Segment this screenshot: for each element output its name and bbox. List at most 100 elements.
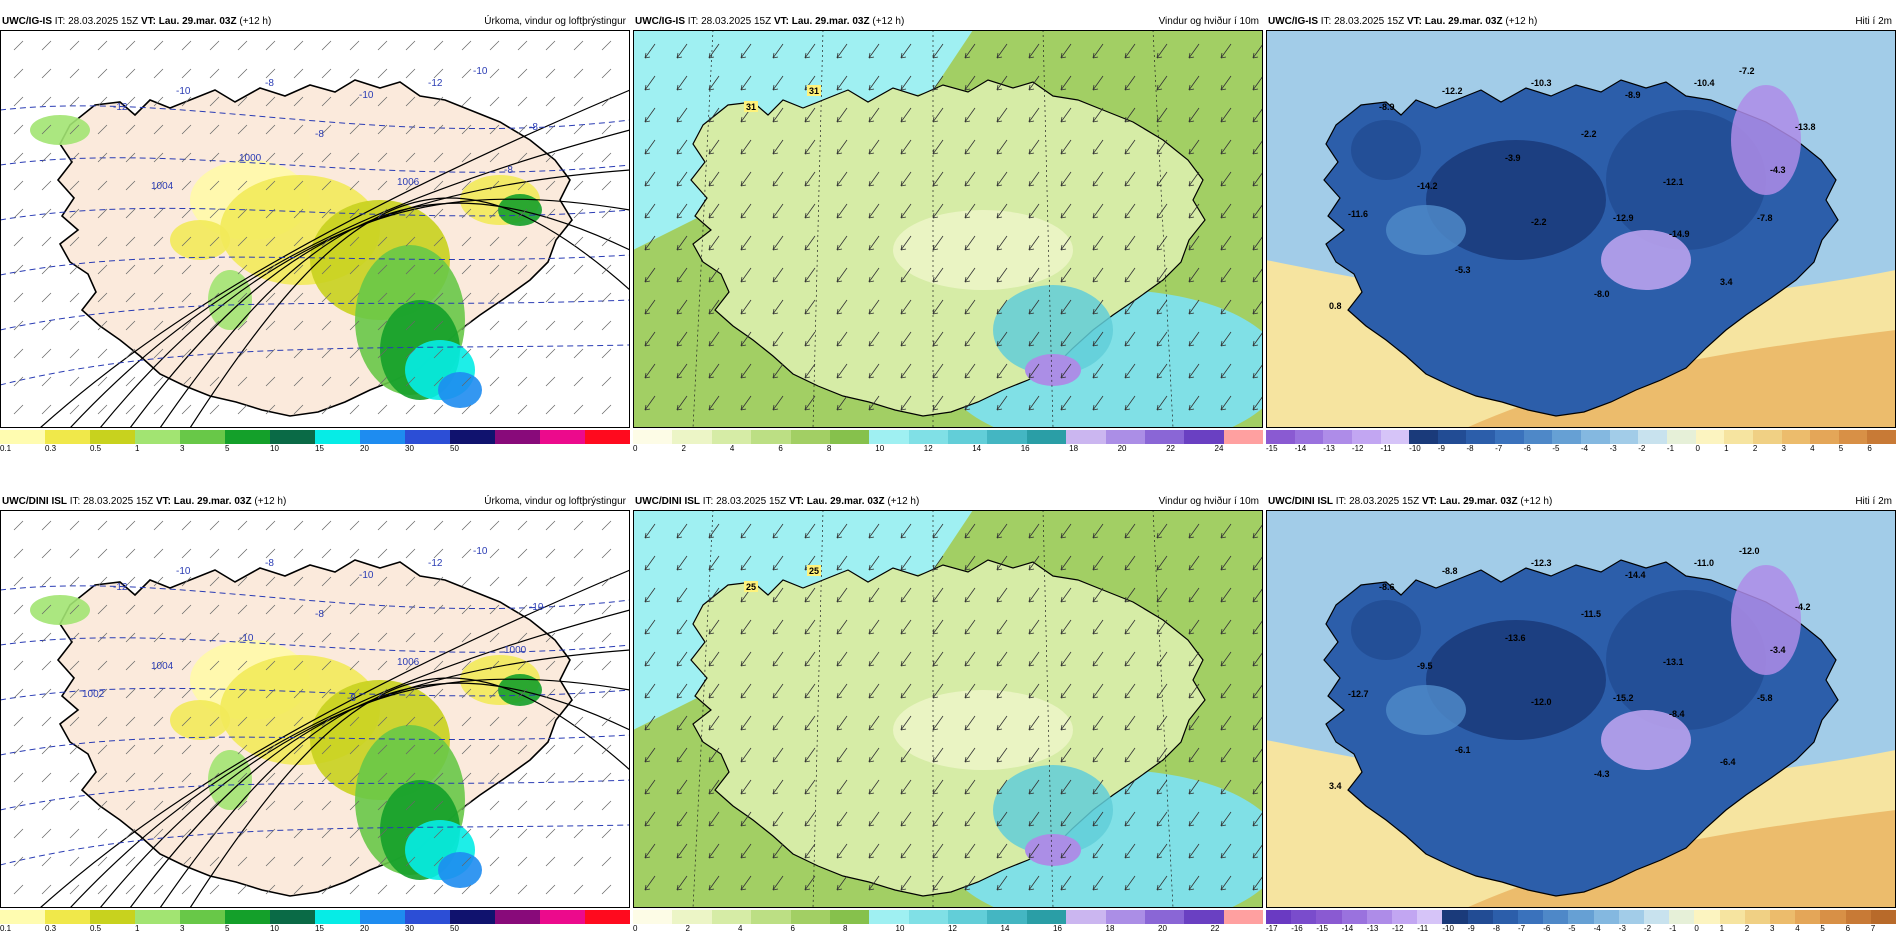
wind-barb xyxy=(181,376,192,387)
wind-arrow xyxy=(1156,875,1168,891)
map-view[interactable]: -12 -10 -8 -10 -12 -10 -10 -8 -10 1004 1006 1000 100… xyxy=(0,510,630,908)
map-value-label: 1006 xyxy=(397,657,420,668)
colorbar-tick-label: 0.1 xyxy=(0,444,12,453)
map-view[interactable]: -8.9 -12.2 -10.3 -8.9 -10.4 -7.2 -13.8 -2.2 -3.9… xyxy=(1266,30,1896,428)
wind-barb xyxy=(405,348,416,359)
wind-arrow xyxy=(740,75,752,91)
map-value-label: -14.4 xyxy=(1625,570,1646,580)
wind-arrow xyxy=(1124,715,1136,731)
wind-arrow xyxy=(740,843,752,859)
wind-barb xyxy=(125,548,136,559)
wind-arrow xyxy=(996,331,1008,347)
wind-barb xyxy=(489,208,500,219)
colorbar-tick-label: -10 xyxy=(1442,924,1454,933)
wind-arrow xyxy=(868,331,880,347)
wind-arrow xyxy=(868,523,880,539)
wind-arrow xyxy=(900,203,912,219)
wind-barb xyxy=(265,348,276,359)
wind-barb xyxy=(545,124,556,135)
precip-area xyxy=(438,372,482,408)
region-boundary xyxy=(692,510,714,908)
precip-area xyxy=(438,852,482,888)
colorbar-swatch xyxy=(1695,430,1725,444)
wind-barb xyxy=(13,828,24,839)
wind-barb xyxy=(153,404,164,415)
wind-arrow xyxy=(804,107,816,123)
wind-barb xyxy=(209,856,220,867)
wind-arrow xyxy=(1028,747,1040,763)
wind-barb xyxy=(461,180,472,191)
wind-barb xyxy=(13,236,24,247)
map-value-label: -8.6 xyxy=(1379,582,1395,592)
wind-arrow xyxy=(996,235,1008,251)
wind-arrow xyxy=(804,619,816,635)
wind-arrow xyxy=(740,299,752,315)
colorbar-tick-label: 0.3 xyxy=(45,924,57,933)
colorbar-swatch xyxy=(1845,910,1871,924)
wind-barb xyxy=(573,152,584,163)
map-view[interactable]: -8.6 -8.8 -12.3 -14.4 -11.0 -12.0 -4.2 -11.5 -13… xyxy=(1266,510,1896,908)
colorbar-swatch xyxy=(1351,430,1381,444)
map-view[interactable]: 25 25 xyxy=(633,510,1263,908)
wind-arrow xyxy=(676,779,688,795)
colorbar-swatch xyxy=(711,910,752,924)
wind-barb xyxy=(489,264,500,275)
colorbar-tick-label: 8 xyxy=(843,924,848,933)
wind-barb xyxy=(97,208,108,219)
wind-arrow xyxy=(1124,875,1136,891)
wind-arrow xyxy=(1124,139,1136,155)
wind-arrow xyxy=(900,139,912,155)
colorbar-swatch xyxy=(1409,430,1438,444)
wind-arrow xyxy=(1156,171,1168,187)
lead-time: (+12 h) xyxy=(1505,16,1538,27)
wind-barb xyxy=(489,152,500,163)
colorbar-swatch xyxy=(90,910,135,924)
wind-barb xyxy=(321,376,332,387)
wind-arrow xyxy=(932,395,944,411)
wind-barb xyxy=(461,152,472,163)
wind-barb xyxy=(209,208,220,219)
wind-barb xyxy=(461,96,472,107)
map-view[interactable]: -12 -10 -8 -10 -12 -10 -8 -8 1000 1004 1006 -8 xyxy=(0,30,630,428)
wind-arrow xyxy=(964,523,976,539)
wind-barb xyxy=(69,716,80,727)
wind-barb xyxy=(489,348,500,359)
wind-barb xyxy=(573,772,584,783)
colorbar-tick-label: -11 xyxy=(1380,444,1392,453)
wind-arrow xyxy=(1092,395,1104,411)
wind-arrow xyxy=(804,811,816,827)
map-view[interactable]: 31 31 xyxy=(633,30,1263,428)
isotherm-line xyxy=(0,824,630,866)
wind-arrow xyxy=(1220,587,1232,603)
wind-arrow xyxy=(1092,235,1104,251)
wind-arrow xyxy=(964,747,976,763)
wind-arrow xyxy=(900,267,912,283)
wind-arrow xyxy=(676,299,688,315)
wind-arrow xyxy=(708,651,720,667)
gust-max-area xyxy=(1025,354,1081,386)
wind-barb xyxy=(461,884,472,895)
wind-arrow xyxy=(900,555,912,571)
wind-arrow xyxy=(740,363,752,379)
map-value-label: -8.0 xyxy=(1594,289,1610,299)
colorbar-swatch xyxy=(672,430,712,444)
colorbar-tick-label: -13 xyxy=(1366,924,1379,933)
wind-barb xyxy=(433,828,444,839)
wind-barb xyxy=(545,236,556,247)
map-value-label: 25 xyxy=(809,566,819,576)
wind-barb xyxy=(293,236,304,247)
wind-arrow xyxy=(708,779,720,795)
wind-barb xyxy=(41,604,52,615)
wind-arrow xyxy=(836,843,848,859)
wind-barb xyxy=(601,604,612,615)
wind-barb xyxy=(293,828,304,839)
wind-barb xyxy=(153,520,164,531)
colorbar-swatch xyxy=(711,430,752,444)
wind-barb xyxy=(601,576,612,587)
wind-barb xyxy=(489,828,500,839)
wind-arrow xyxy=(644,651,656,667)
wind-barb xyxy=(265,744,276,755)
wind-barb xyxy=(517,292,528,303)
wind-barb xyxy=(573,292,584,303)
colorbar-swatch xyxy=(1543,910,1569,924)
